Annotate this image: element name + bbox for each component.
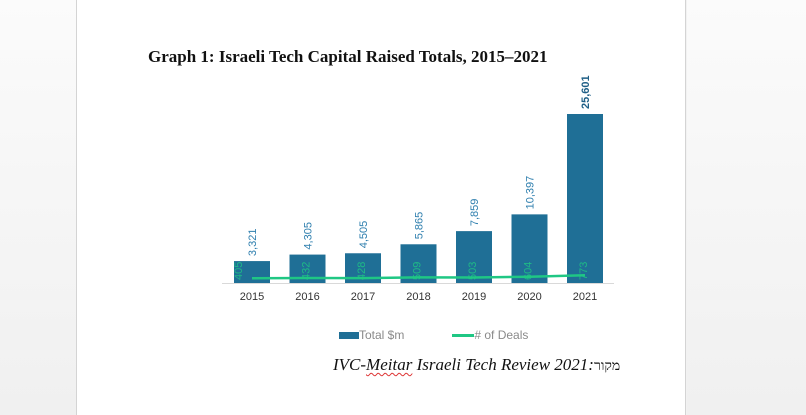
x-tick-label-2016: 2016 — [295, 291, 319, 303]
source-prefix: IVC- — [333, 355, 367, 374]
deals-value-label-2015: 405 — [233, 262, 245, 280]
bars-group — [234, 114, 603, 283]
x-tick-label-2015: 2015 — [240, 291, 264, 303]
x-tick-label-2020: 2020 — [517, 291, 541, 303]
legend-item-deals: # of Deals — [452, 328, 528, 342]
bar-2020 — [511, 214, 548, 283]
bar-value-label-2018: 5,865 — [414, 212, 426, 240]
source-misspelled-word[interactable]: Meitar — [366, 355, 413, 374]
bar-value-label-2021: 25,601 — [580, 75, 592, 109]
deals-series-line — [251, 274, 586, 280]
legend-item-total: Total $m — [339, 328, 404, 342]
deals-value-label-2018: 509 — [412, 262, 424, 280]
x-tick-label-2019: 2019 — [462, 291, 486, 303]
x-tick-label-2017: 2017 — [351, 291, 375, 303]
bar-labels-group: 3,321 4,305 4,505 5,865 7,859 10,397 25,601 — [247, 75, 592, 256]
deals-value-label-2017: 428 — [356, 262, 368, 280]
legend: Total $m # of Deals — [339, 328, 576, 342]
graph-title: Graph 1: Israeli Tech Capital Raised Tot… — [148, 47, 548, 66]
legend-line-swatch — [452, 333, 475, 337]
bar-value-label-2019: 7,859 — [469, 199, 481, 227]
bar-value-label-2017: 4,505 — [358, 221, 370, 249]
bar-value-label-2020: 10,397 — [525, 176, 537, 210]
source-caption: IVC-Meitar Israeli Tech Review 2021:מקור — [333, 355, 620, 375]
bar-value-label-2016: 4,305 — [303, 222, 315, 250]
x-tick-label-2021: 2021 — [573, 291, 597, 303]
deals-value-label-2019: 503 — [467, 262, 479, 280]
bar-value-label-2015: 3,321 — [247, 229, 259, 257]
x-tick-label-2018: 2018 — [406, 291, 430, 303]
deals-value-label-2021: 773 — [578, 262, 590, 280]
deals-value-label-2016: 432 — [301, 262, 313, 280]
bar-2019 — [456, 231, 492, 283]
right-margin — [687, 0, 806, 415]
source-rest: Israeli Tech Review 2021: — [412, 355, 594, 374]
legend-label-deals: # of Deals — [474, 328, 529, 342]
legend-bar-swatch — [339, 331, 359, 339]
bar-2021 — [567, 114, 603, 283]
left-margin — [0, 0, 76, 415]
source-hebrew-label: מקור — [593, 359, 621, 374]
legend-label-total: Total $m — [359, 328, 405, 342]
x-tick-labels-group: 2015 2016 2017 2018 2019 2020 2021 — [240, 291, 597, 303]
